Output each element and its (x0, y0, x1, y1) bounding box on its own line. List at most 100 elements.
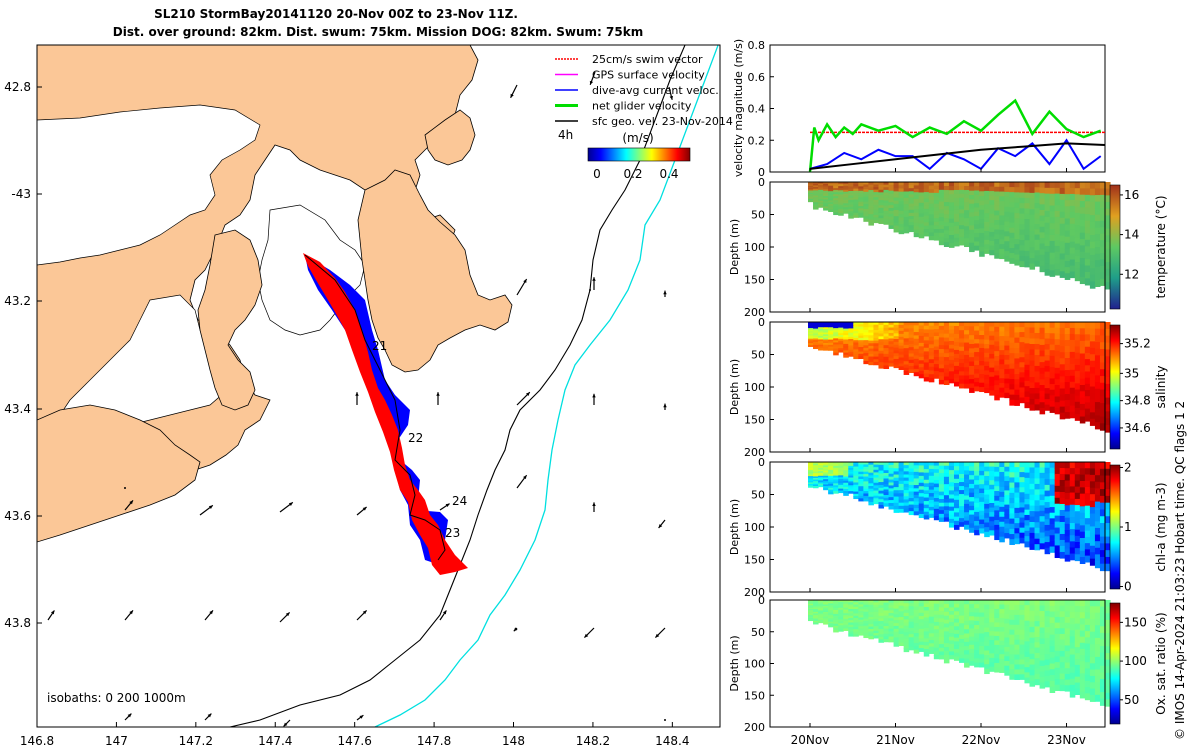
colorbar-tick: 0.2 (623, 167, 642, 181)
map-x-tick-label: 147.6 (337, 734, 371, 748)
map-x-tick-label: 147 (105, 734, 128, 748)
land-south (37, 404, 201, 543)
section-panel-chla: 0 50 100 150 200 Depth (m) 0 1 2 chl-a (mg m-3) (728, 456, 1168, 599)
depth-tick-label: 150 (744, 689, 765, 702)
land-peninsula (357, 169, 513, 373)
depth-tick-label: 150 (744, 274, 765, 287)
map-panel: 21 22 24 23 146.8 147 147.2 147.4 147.6 147.8… (4, 44, 721, 748)
day-label-21: 21 (372, 339, 387, 353)
depth-tick-label: 200 (744, 586, 765, 599)
isobaths-label: isobaths: 0 200 1000m (47, 691, 186, 705)
velocity-series-line (808, 98, 1102, 173)
colorbar-label: chl-a (mg m-3) (1154, 482, 1168, 571)
legend-time-label: 4h (558, 128, 573, 142)
footer-credit: © IMOS 14-Apr-2024 21:03:23 Hobart time.… (1173, 401, 1187, 740)
time-tick-label: 20Nov (791, 733, 830, 747)
depth-tick-label: 50 (751, 626, 765, 639)
chart-title-line2: Dist. over ground: 82km. Dist. swum: 75k… (113, 25, 643, 39)
depth-tick-label: 150 (744, 414, 765, 427)
glider-track (303, 253, 468, 575)
map-y-tick-label: 43.2 (4, 294, 31, 308)
legend-entry: dive-avg current veloc. (592, 84, 719, 97)
map-legend: 25cm/s swim vector GPS surface velocity di… (555, 53, 733, 181)
time-tick-label: 22Nov (962, 733, 1001, 747)
map-x-tick-label: 146.8 (20, 734, 54, 748)
colorbar-tick-label: 14 (1124, 228, 1139, 242)
section-panel-temperature: 0 50 100 150 200 Depth (m) 12 14 16 temperature (… (728, 176, 1168, 319)
map-y-tick-label: 42.8 (4, 80, 31, 94)
colorbar-oxygen (1109, 602, 1121, 725)
depth-tick-label: 50 (751, 349, 765, 362)
legend-entry: sfc geo. vel. 23-Nov-2014 (592, 115, 733, 128)
colorbar-title: (m/s) (622, 131, 653, 145)
colorbar-tick-label: 35 (1124, 366, 1139, 380)
colorbar-tick: 0 (593, 167, 601, 181)
velocity-ylabel: velocity magnitude (m/s) (732, 39, 745, 177)
map-x-tick-label: 148.2 (576, 734, 610, 748)
map-x-tick-label: 147.4 (258, 734, 292, 748)
colorbar-tick-label: 100 (1124, 654, 1147, 668)
depth-tick-label: 200 (744, 446, 765, 459)
legend-entry: GPS surface velocity (592, 69, 705, 82)
map-x-tick-label: 148.4 (655, 734, 689, 748)
land-bruny (197, 229, 263, 411)
velocity-y-tick: 0.8 (748, 39, 766, 52)
colorbar-tick-label: 34.6 (1124, 421, 1151, 435)
colorbar-tick-label: 16 (1124, 188, 1139, 202)
colorbar-tick-label: 50 (1124, 693, 1139, 707)
depth-tick-label: 0 (758, 456, 765, 469)
velocity-panel: 0 0.2 0.4 0.6 0.8 velocity magnitude (m/s) (732, 39, 1106, 179)
velocity-series-line (809, 142, 1106, 170)
colorbar-tick-label: 1 (1124, 520, 1132, 534)
depth-tick-label: 200 (744, 306, 765, 319)
velocity-y-tick: 0.6 (748, 71, 766, 84)
colorbar-label: Ox. sat. ratio (%) (1154, 612, 1168, 714)
depth-ylabel: Depth (m) (728, 499, 741, 555)
time-tick-label: 23Nov (1047, 733, 1086, 747)
colorbar-temperature (1109, 184, 1121, 310)
depth-tick-label: 100 (744, 381, 765, 394)
colorbar-label: salinity (1154, 365, 1168, 408)
velocity-y-axis: 0 0.2 0.4 0.6 0.8 (748, 39, 774, 179)
depth-tick-label: 0 (758, 176, 765, 189)
land-island (424, 109, 476, 166)
depth-tick-label: 100 (744, 658, 765, 671)
time-tick-label: 21Nov (876, 733, 915, 747)
isobath-200m (229, 45, 686, 727)
depth-tick-label: 0 (758, 316, 765, 329)
map-y-tick-label: 43.6 (4, 509, 31, 523)
colorbar-tick-label: 35.2 (1124, 337, 1151, 351)
colorbar-tick-label: 2 (1124, 460, 1132, 474)
section-panel-salinity: 0 50 100 150 200 Depth (m) 34.6 34.8 35 35.2salin… (728, 316, 1168, 459)
colorbar-label: temperature (°C) (1154, 196, 1168, 299)
depth-tick-label: 100 (744, 521, 765, 534)
velocity-y-tick: 0.4 (748, 103, 766, 116)
velocity-series (808, 98, 1106, 173)
velocity-y-tick: 0 (758, 166, 765, 179)
section-panel-oxygen: 0 50 100 150 200 Depth (m) 50 100 150 Ox. sat. ra… (728, 594, 1168, 734)
map-x-tick-label: 147.8 (417, 734, 451, 748)
depth-tick-label: 50 (751, 209, 765, 222)
colorbar-tick-label: 34.8 (1124, 394, 1151, 408)
legend-entry: net glider velocity (592, 100, 692, 113)
map-y-tick-label: 43.8 (4, 616, 31, 630)
colorbar-chla (1109, 464, 1121, 590)
colorbar-salinity (1109, 324, 1121, 450)
map-x-tick-label: 147.2 (179, 734, 213, 748)
depth-ylabel: Depth (m) (728, 359, 741, 415)
velocity-y-tick: 0.2 (748, 134, 766, 147)
colorbar-tick: 0.4 (659, 167, 678, 181)
time-axis: 20Nov 21Nov 22Nov 23Nov (791, 168, 1086, 747)
map-y-tick-label: 43.4 (4, 402, 31, 416)
map-y-axis: 42.8 -43 43.2 43.4 43.6 43.8 (4, 80, 42, 630)
day-label-22: 22 (408, 431, 423, 445)
isobath-1000m (374, 45, 719, 727)
colorbar-tick-label: 12 (1124, 267, 1139, 281)
map-x-axis: 146.8 147 147.2 147.4 147.6 147.8 148 148.2 148.… (20, 722, 690, 748)
current-vectors (47, 71, 674, 727)
velocity-series-line (809, 138, 1102, 171)
map-y-tick-label: -43 (11, 187, 31, 201)
depth-tick-label: 100 (744, 241, 765, 254)
